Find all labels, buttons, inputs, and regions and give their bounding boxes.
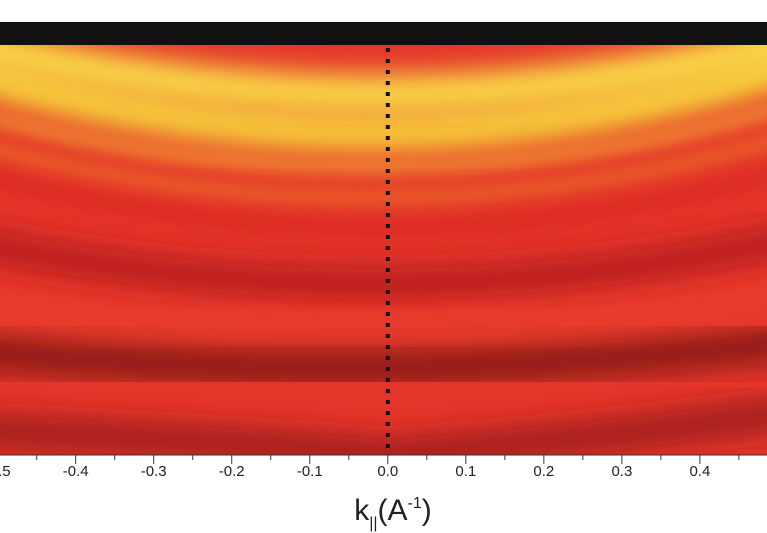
x-tick-label: 0.0 (377, 463, 398, 480)
x-tick-label: 0.1 (455, 463, 476, 480)
x-label-part: k (354, 494, 370, 527)
x-tick-label: -0.1 (297, 463, 323, 480)
x-label-part: || (369, 515, 377, 532)
x-tick-label: -0.4 (63, 463, 89, 480)
x-axis-label: k||(A-1) (354, 494, 432, 532)
spectrum-image (0, 45, 767, 455)
x-tick-label: 0.2 (533, 463, 554, 480)
x-tick-label: 0.3 (611, 463, 632, 480)
x-label-part: (A (378, 494, 408, 527)
x-tick-label: -0.5 (0, 463, 11, 480)
x-label-part: ) (422, 494, 432, 527)
x-tick-label: -0.3 (141, 463, 167, 480)
x-tick-label: 0.4 (689, 463, 710, 480)
x-tick-label: -0.2 (219, 463, 245, 480)
x-label-part: -1 (408, 495, 422, 512)
black-bar (0, 22, 767, 46)
